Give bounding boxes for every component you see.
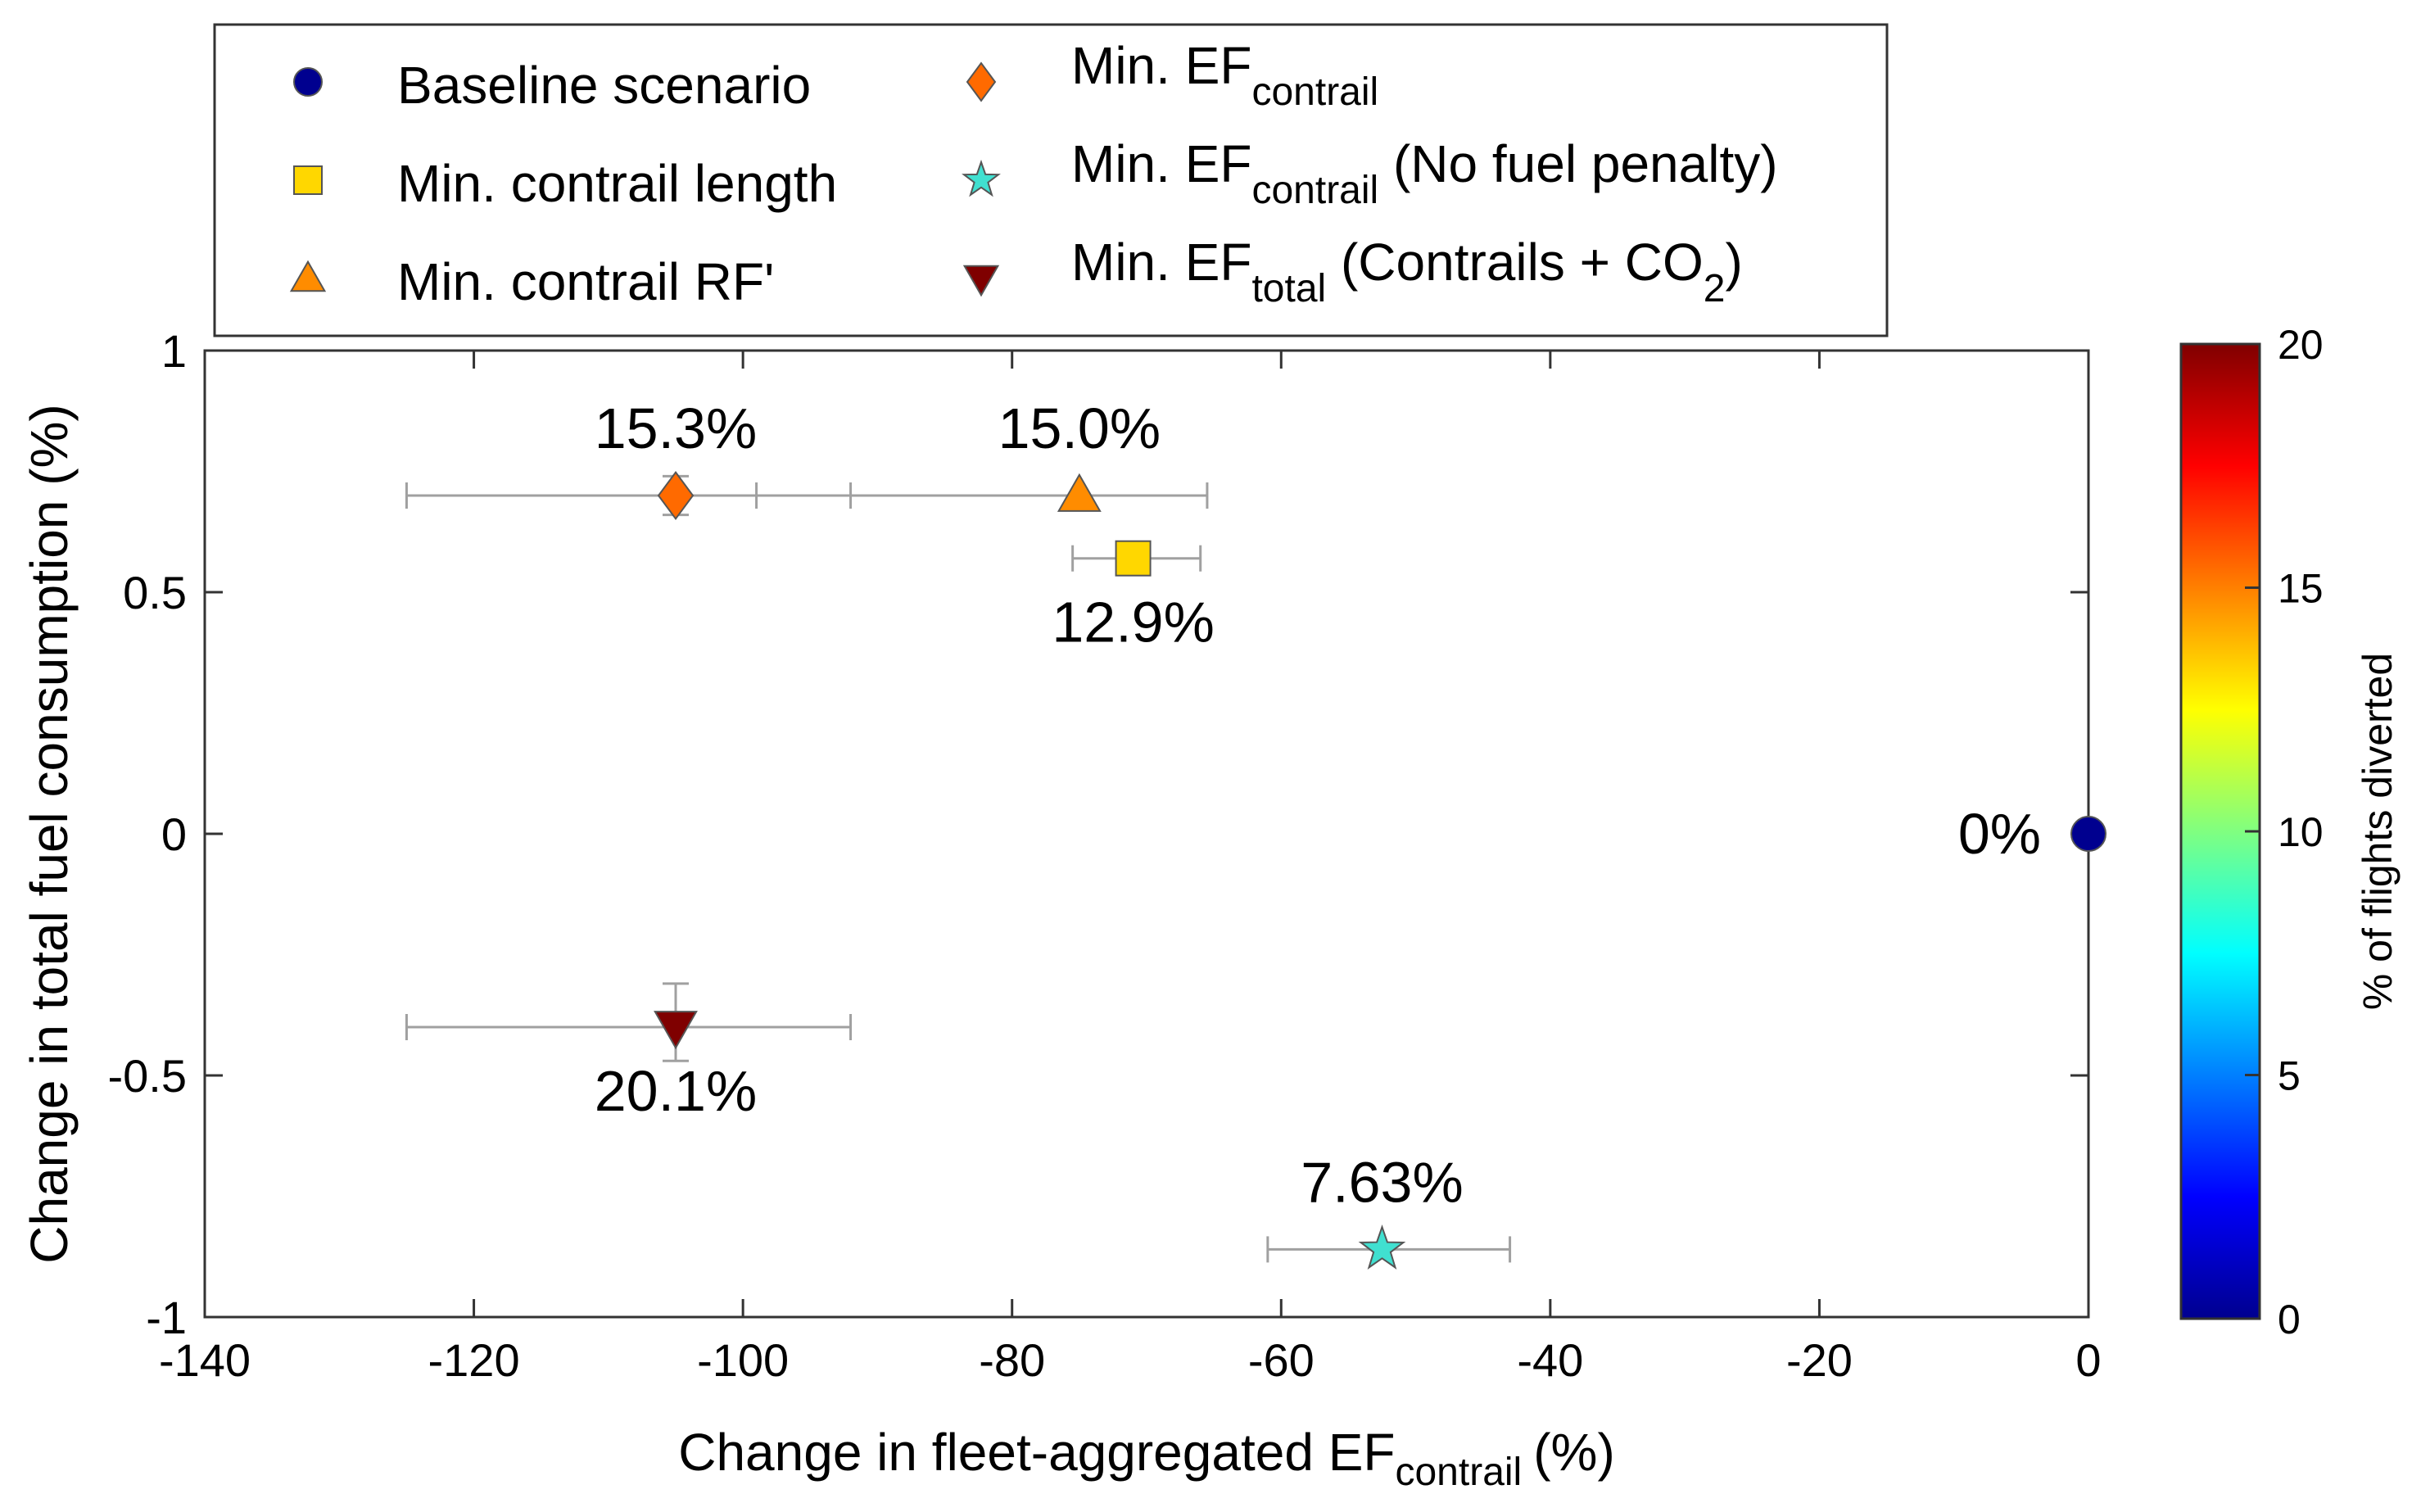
- legend-marker-square: [293, 165, 323, 195]
- legend: Baseline scenario Min. contrail length Min…: [213, 23, 1889, 337]
- y-tick-label: 0: [161, 808, 187, 860]
- point-label: 0%: [1958, 802, 2041, 866]
- y-tick-label: 0.5: [123, 567, 187, 618]
- legend-label: Min. contrail length: [397, 154, 837, 213]
- x-tick-label: -120: [428, 1334, 520, 1386]
- colorbar: 0 5 10 15 20 % of flights diverted: [2179, 322, 2401, 1342]
- colorbar-tick-label: 20: [2278, 322, 2324, 368]
- x-tick-label: -140: [159, 1334, 251, 1386]
- y-tick-label: 1: [161, 325, 187, 377]
- x-tick-label: -60: [1248, 1334, 1315, 1386]
- data-point-circle: [2070, 816, 2106, 852]
- y-axis-title: Change in total fuel consumption (%): [20, 404, 79, 1263]
- legend-marker-triangle-up: [289, 260, 327, 292]
- data-point-diamond: [657, 470, 695, 521]
- x-axis-title: Change in fleet-aggregated EFcontrail (%): [678, 1423, 1615, 1494]
- legend-box: [213, 23, 1889, 337]
- x-tick-label: 0: [2075, 1334, 2101, 1386]
- legend-marker-triangle-down: [962, 265, 1000, 297]
- point-label: 15.3%: [595, 396, 757, 460]
- x-tick-label: -20: [1786, 1334, 1853, 1386]
- legend-marker-diamond: [966, 61, 997, 102]
- colorbar-ticks: 0 5 10 15 20: [2245, 322, 2324, 1342]
- data-markers: [654, 470, 2106, 1270]
- error-bars: [405, 474, 1512, 1263]
- colorbar-tick-label: 10: [2278, 809, 2324, 855]
- y-tick-label: -0.5: [108, 1050, 188, 1102]
- legend-label: Min. EFcontrail: [1071, 36, 1378, 114]
- colorbar-tick-label: 0: [2278, 1297, 2301, 1342]
- legend-items: Baseline scenario Min. contrail length Min…: [289, 36, 1778, 311]
- legend-label: Baseline scenario: [397, 56, 811, 115]
- point-label: 7.63%: [1301, 1150, 1463, 1214]
- data-point-square: [1115, 540, 1152, 577]
- colorbar-title: % of flights diverted: [2355, 653, 2401, 1010]
- plot-frame: [203, 349, 2090, 1319]
- x-tick-label: -100: [697, 1334, 789, 1386]
- point-label: 15.0%: [998, 396, 1161, 460]
- point-label: 12.9%: [1052, 591, 1214, 654]
- point-labels: 0% 12.9% 15.0% 15.3% 7.63% 20.1%: [595, 396, 2041, 1214]
- point-label: 20.1%: [595, 1059, 757, 1123]
- legend-label: Min. EFcontrail (No fuel penalty): [1071, 134, 1778, 212]
- axis-ticks: -140 -120 -100 -80 -60 -40 -20 0 -1 -0.5 0 0.5 1: [108, 325, 2102, 1386]
- legend-marker-circle: [293, 67, 323, 97]
- legend-label: Min. contrail RF': [397, 252, 774, 311]
- legend-label: Min. EFtotal (Contrails + CO2): [1071, 233, 1743, 310]
- x-tick-label: -80: [979, 1334, 1045, 1386]
- x-tick-label: -40: [1517, 1334, 1583, 1386]
- plot-area: -140 -120 -100 -80 -60 -40 -20 0 -1 -0.5 0 0.5 1 0% 1…: [108, 325, 2106, 1386]
- colorbar-tick-label: 5: [2278, 1053, 2301, 1099]
- data-point-triangle-up: [1057, 473, 1102, 512]
- data-point-star: [1358, 1225, 1406, 1270]
- data-point-triangle-down: [654, 1011, 698, 1050]
- colorbar-tick-label: 15: [2278, 566, 2324, 612]
- y-tick-label: -1: [146, 1292, 187, 1343]
- legend-marker-star: [962, 159, 1001, 197]
